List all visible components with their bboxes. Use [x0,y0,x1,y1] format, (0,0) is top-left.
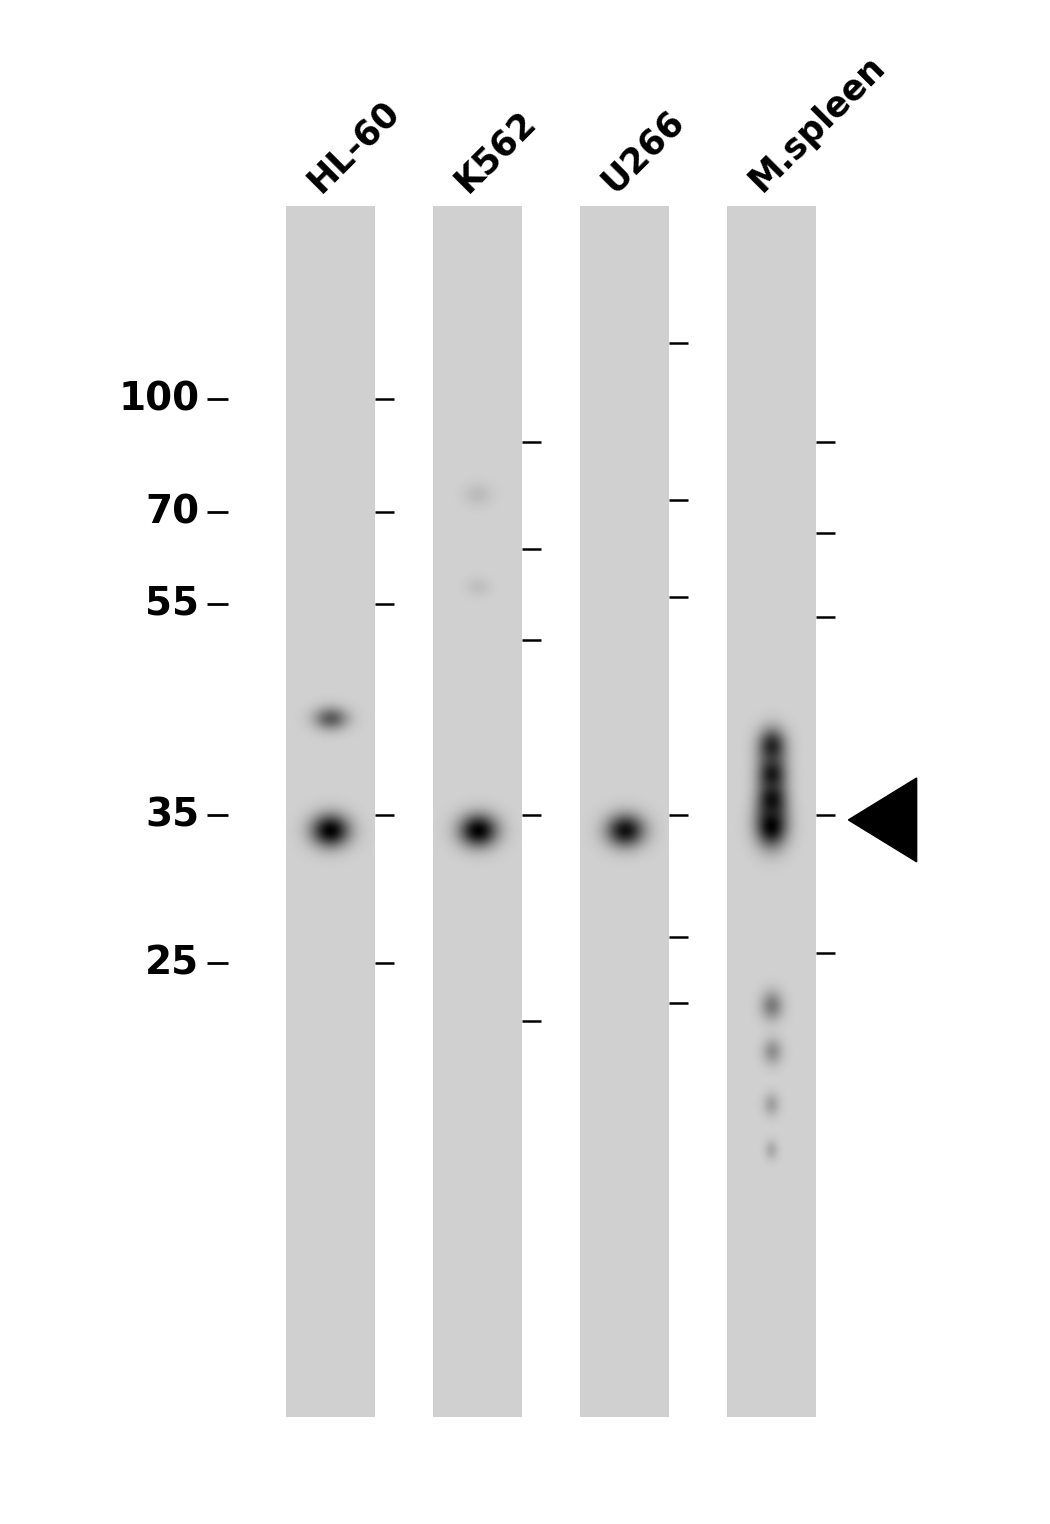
Text: 25: 25 [145,945,200,981]
Bar [434,206,523,1417]
Bar [286,206,376,1417]
Text: 100: 100 [119,381,200,418]
Text: K562: K562 [448,104,543,198]
Text: M.spleen: M.spleen [742,49,891,198]
Bar [580,206,670,1417]
Text: 35: 35 [145,797,200,834]
Polygon shape [848,777,917,863]
Text: 70: 70 [145,494,200,530]
Text: 55: 55 [146,585,200,622]
Text: HL-60: HL-60 [301,93,406,198]
Bar [727,206,817,1417]
Text: U266: U266 [595,102,691,198]
